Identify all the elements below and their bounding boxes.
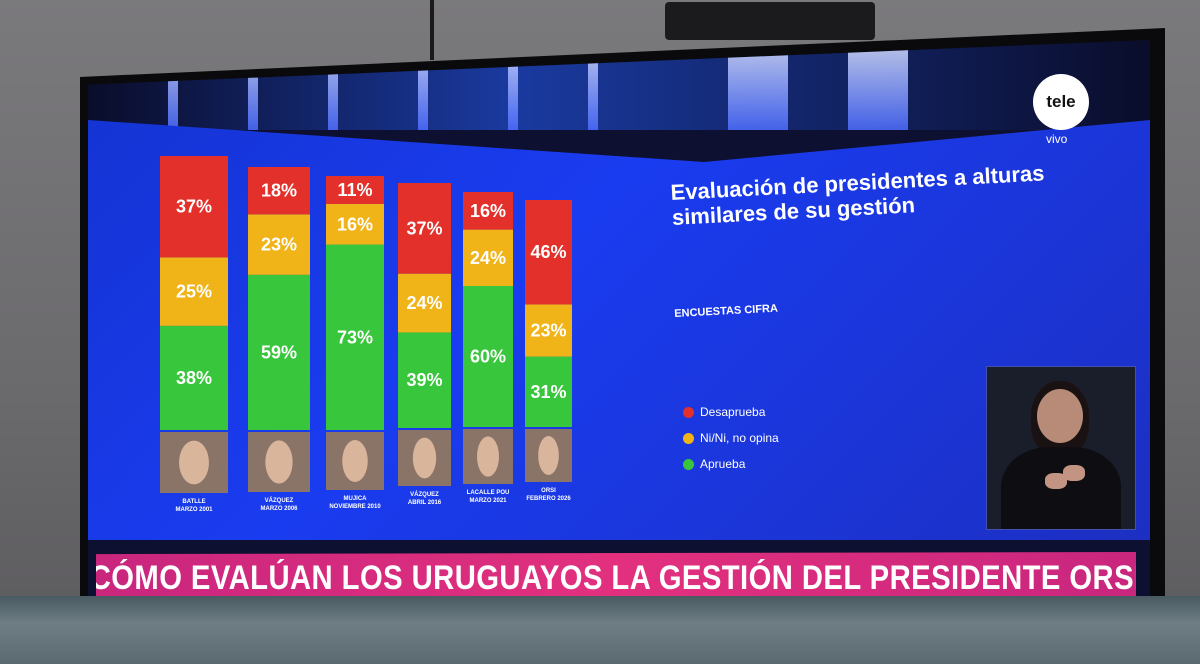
studio-light bbox=[588, 40, 598, 130]
interpreter-face bbox=[1037, 389, 1083, 443]
category-label: NOVIEMBRE 2010 bbox=[329, 504, 381, 510]
bar-segment bbox=[525, 200, 572, 305]
tv-screen: 38% 25% 37% BATLLE MARZO 2001 59% 23% 18% VÁZQUE… bbox=[88, 40, 1150, 636]
bar-value-label: 23% bbox=[530, 321, 566, 341]
bar-segment bbox=[248, 167, 310, 215]
studio-light bbox=[168, 40, 178, 130]
bar-segment bbox=[463, 192, 513, 230]
legend-label: Ni/Ni, no opina bbox=[700, 431, 779, 445]
studio-light bbox=[508, 40, 518, 130]
bar-value-label: 38% bbox=[176, 368, 212, 388]
portrait-face bbox=[477, 436, 499, 477]
category-label: LACALLE POU bbox=[467, 490, 510, 496]
category-label: FEBRERO 2026 bbox=[526, 496, 571, 502]
bar-value-label: 60% bbox=[470, 347, 506, 367]
legend-label: Aprueba bbox=[700, 457, 746, 471]
legend-swatch bbox=[683, 406, 694, 418]
category-label: MARZO 2001 bbox=[175, 507, 213, 513]
bar-value-label: 59% bbox=[261, 342, 297, 362]
portrait-face bbox=[412, 437, 437, 479]
cable bbox=[430, 0, 434, 60]
studio-light bbox=[248, 40, 258, 130]
bar-segment bbox=[326, 244, 384, 430]
bar-value-label: 25% bbox=[176, 282, 212, 302]
bar-segment bbox=[398, 332, 451, 428]
bar-value-label: 16% bbox=[470, 201, 506, 221]
bar-value-label: 73% bbox=[337, 327, 373, 347]
legend-item-aprueba: Aprueba bbox=[683, 457, 779, 471]
bar-segment bbox=[463, 286, 513, 427]
bar-value-label: 37% bbox=[406, 218, 442, 238]
live-label: vivo bbox=[1046, 132, 1068, 146]
interpreter-hand bbox=[1063, 465, 1085, 481]
legend-item-desaprueba: Desaprueba bbox=[683, 405, 779, 419]
bar-segment bbox=[248, 274, 310, 430]
headline-text: CÓMO EVALÚAN LOS URUGUAYOS LA GESTIÓN DE… bbox=[89, 558, 1143, 597]
category-label: BATLLE bbox=[182, 499, 205, 505]
category-label: MARZO 2021 bbox=[469, 498, 507, 504]
bar-segment bbox=[525, 356, 572, 427]
studio-light bbox=[418, 40, 428, 130]
bar-value-label: 24% bbox=[470, 248, 506, 268]
bar-value-label: 46% bbox=[530, 242, 566, 262]
bar-value-label: 16% bbox=[337, 214, 373, 234]
bar-value-label: 37% bbox=[176, 197, 212, 217]
bar-segment bbox=[160, 156, 228, 258]
bar-segment bbox=[463, 229, 513, 286]
bar-value-label: 31% bbox=[530, 382, 566, 402]
category-label: MARZO 2006 bbox=[260, 506, 298, 512]
category-label: ABRIL 2016 bbox=[408, 500, 442, 506]
headline-ticker: CÓMO EVALÚAN LOS URUGUAYOS LA GESTIÓN DE… bbox=[96, 552, 1136, 604]
bar-segment bbox=[326, 176, 384, 204]
portrait-face bbox=[265, 440, 293, 484]
legend-label: Desaprueba bbox=[700, 405, 766, 419]
category-label: VÁZQUEZ bbox=[265, 497, 294, 504]
legend-swatch bbox=[683, 432, 694, 444]
category-label: VÁZQUEZ bbox=[410, 491, 439, 498]
set-top-box bbox=[665, 2, 875, 40]
bar-segment bbox=[160, 325, 228, 430]
stacked-bar-chart: 38% 25% 37% BATLLE MARZO 2001 59% 23% 18% VÁZQUE… bbox=[160, 156, 572, 513]
bar-segment bbox=[326, 203, 384, 245]
bar-value-label: 11% bbox=[337, 180, 372, 200]
chart-legend: Desaprueba Ni/Ni, no opina Aprueba bbox=[683, 405, 779, 483]
legend-swatch bbox=[683, 458, 694, 470]
bar-segment bbox=[248, 214, 310, 275]
foreground-blanket bbox=[0, 596, 1200, 664]
bar-segment bbox=[398, 273, 451, 333]
bar-value-label: 23% bbox=[261, 235, 297, 255]
category-label: MUJICA bbox=[343, 496, 367, 502]
studio-light bbox=[848, 40, 908, 130]
portrait-face bbox=[538, 436, 559, 475]
portrait-face bbox=[342, 440, 368, 482]
bar-value-label: 39% bbox=[406, 370, 442, 390]
sign-language-interpreter bbox=[986, 366, 1136, 530]
category-label: ORSI bbox=[541, 488, 556, 494]
bar-value-label: 18% bbox=[261, 181, 297, 201]
bar-segment bbox=[160, 257, 228, 326]
interpreter-hand bbox=[1045, 473, 1067, 489]
logo-text: tele bbox=[1046, 92, 1076, 111]
studio-light bbox=[328, 40, 338, 130]
channel-logo: tele bbox=[1033, 74, 1089, 130]
portrait-face bbox=[179, 440, 209, 485]
legend-item-ni-ni: Ni/Ni, no opina bbox=[683, 431, 779, 445]
bar-value-label: 24% bbox=[406, 293, 442, 313]
bar-segment bbox=[398, 183, 451, 274]
bar-segment bbox=[525, 304, 572, 357]
